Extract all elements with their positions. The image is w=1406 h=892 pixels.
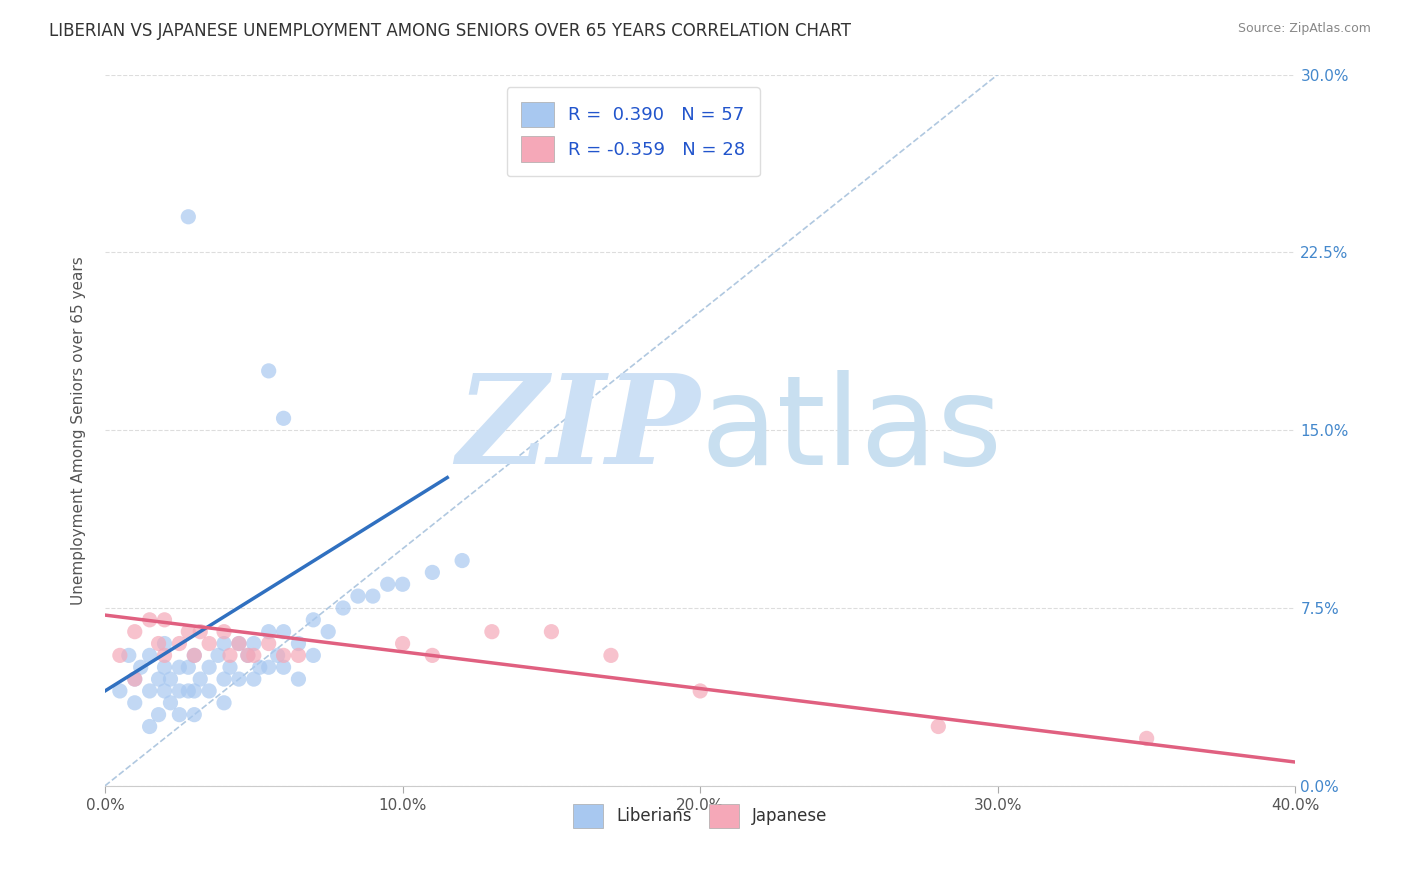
Point <box>316 624 339 639</box>
Text: Source: ZipAtlas.com: Source: ZipAtlas.com <box>1237 22 1371 36</box>
Point <box>159 696 181 710</box>
Point <box>273 411 295 425</box>
Point <box>257 364 280 378</box>
Point <box>177 684 200 698</box>
Point <box>138 684 160 698</box>
Point <box>287 648 309 663</box>
Point <box>207 648 229 663</box>
Point <box>287 672 309 686</box>
Point <box>198 660 221 674</box>
Point <box>273 660 295 674</box>
Point <box>212 624 235 639</box>
Point <box>243 672 266 686</box>
Point <box>273 648 295 663</box>
Point <box>422 566 444 580</box>
Point <box>183 707 205 722</box>
Point <box>138 648 160 663</box>
Point <box>169 636 191 650</box>
Point <box>422 648 444 663</box>
Point <box>153 684 176 698</box>
Point <box>273 624 295 639</box>
Point <box>183 684 205 698</box>
Point <box>129 660 152 674</box>
Text: ZIP: ZIP <box>457 369 700 491</box>
Legend: Liberians, Japanese: Liberians, Japanese <box>567 797 834 834</box>
Point <box>169 684 191 698</box>
Point <box>243 648 266 663</box>
Point <box>228 672 250 686</box>
Point <box>302 613 325 627</box>
Point <box>540 624 562 639</box>
Point <box>212 696 235 710</box>
Point <box>236 648 259 663</box>
Point <box>124 672 146 686</box>
Point <box>219 660 242 674</box>
Point <box>600 648 623 663</box>
Point <box>148 707 170 722</box>
Point <box>257 660 280 674</box>
Point <box>183 648 205 663</box>
Point <box>153 660 176 674</box>
Point <box>257 624 280 639</box>
Point <box>302 648 325 663</box>
Point <box>124 672 146 686</box>
Text: LIBERIAN VS JAPANESE UNEMPLOYMENT AMONG SENIORS OVER 65 YEARS CORRELATION CHART: LIBERIAN VS JAPANESE UNEMPLOYMENT AMONG … <box>49 22 851 40</box>
Point <box>177 210 200 224</box>
Point <box>188 672 211 686</box>
Point <box>927 719 949 733</box>
Point <box>177 660 200 674</box>
Point <box>108 648 131 663</box>
Point <box>266 648 288 663</box>
Point <box>138 613 160 627</box>
Point <box>332 601 354 615</box>
Point <box>212 636 235 650</box>
Point <box>391 577 413 591</box>
Point <box>219 648 242 663</box>
Point <box>198 684 221 698</box>
Point <box>689 684 711 698</box>
Point <box>249 660 271 674</box>
Point <box>228 636 250 650</box>
Point <box>138 719 160 733</box>
Text: atlas: atlas <box>700 369 1002 491</box>
Point <box>148 636 170 650</box>
Point <box>124 624 146 639</box>
Point <box>183 648 205 663</box>
Point <box>236 648 259 663</box>
Point <box>377 577 399 591</box>
Point <box>198 636 221 650</box>
Point <box>159 672 181 686</box>
Point <box>153 613 176 627</box>
Point <box>347 589 370 603</box>
Point <box>169 707 191 722</box>
Point <box>228 636 250 650</box>
Point <box>153 636 176 650</box>
Point <box>148 672 170 686</box>
Point <box>243 636 266 650</box>
Point <box>118 648 141 663</box>
Point <box>169 660 191 674</box>
Point <box>361 589 384 603</box>
Point <box>177 624 200 639</box>
Point <box>212 672 235 686</box>
Point <box>153 648 176 663</box>
Point <box>257 636 280 650</box>
Point <box>391 636 413 650</box>
Point <box>124 696 146 710</box>
Y-axis label: Unemployment Among Seniors over 65 years: Unemployment Among Seniors over 65 years <box>72 256 86 605</box>
Point <box>451 553 474 567</box>
Point <box>481 624 503 639</box>
Point <box>108 684 131 698</box>
Point <box>188 624 211 639</box>
Point <box>287 636 309 650</box>
Point <box>1136 731 1159 746</box>
